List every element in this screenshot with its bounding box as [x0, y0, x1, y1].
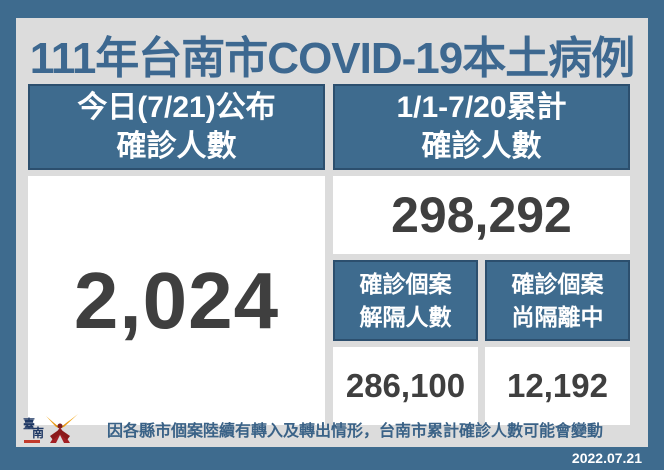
released-header-line2: 解隔人數	[359, 303, 452, 330]
cumulative-header-line2: 確診人數	[421, 130, 542, 163]
tainan-city-logo-icon: 臺 南	[23, 414, 78, 443]
cumulative-panel-header: 1/1-7/20累計 確診人數	[333, 84, 630, 170]
released-case-count: 286,100	[333, 347, 478, 425]
today-case-count: 2,024	[28, 176, 325, 425]
logo-red-bar	[24, 440, 40, 443]
logo-left-wing	[46, 416, 60, 428]
today-header-line2: 確診人數	[116, 130, 237, 163]
disclaimer-note: 因各縣市個案陸續有轉入及轉出情形，台南市累計確診人數可能會變動	[106, 423, 603, 440]
date-stamp: 2022.07.21	[571, 450, 642, 466]
logo-char-bottom: 南	[32, 425, 44, 440]
cumulative-header-line1: 1/1-7/20累計	[396, 91, 567, 124]
logo-body	[50, 427, 70, 443]
isolating-sub-header: 確診個案 尚隔離中	[485, 260, 630, 341]
logo-char-top: 臺	[23, 416, 35, 431]
released-header-line1: 確診個案	[359, 270, 452, 297]
released-sub-header: 確診個案 解隔人數	[333, 260, 478, 341]
content-area: 111年台南市COVID-19本土病例 今日(7/21)公布 確診人數 2,02…	[16, 18, 648, 447]
isolating-case-count: 12,192	[485, 347, 630, 425]
logo-head	[57, 423, 63, 429]
today-panel-header: 今日(7/21)公布 確診人數	[28, 84, 325, 170]
isolating-header-line2: 尚隔離中	[511, 303, 604, 330]
logo-left-arm	[50, 429, 60, 440]
page-title: 111年台南市COVID-19本土病例	[29, 34, 636, 83]
today-header-line1: 今日(7/21)公布	[77, 91, 276, 124]
cumulative-case-count: 298,292	[333, 176, 630, 254]
logo-right-arm	[60, 429, 70, 440]
isolating-header-line1: 確診個案	[511, 270, 604, 297]
